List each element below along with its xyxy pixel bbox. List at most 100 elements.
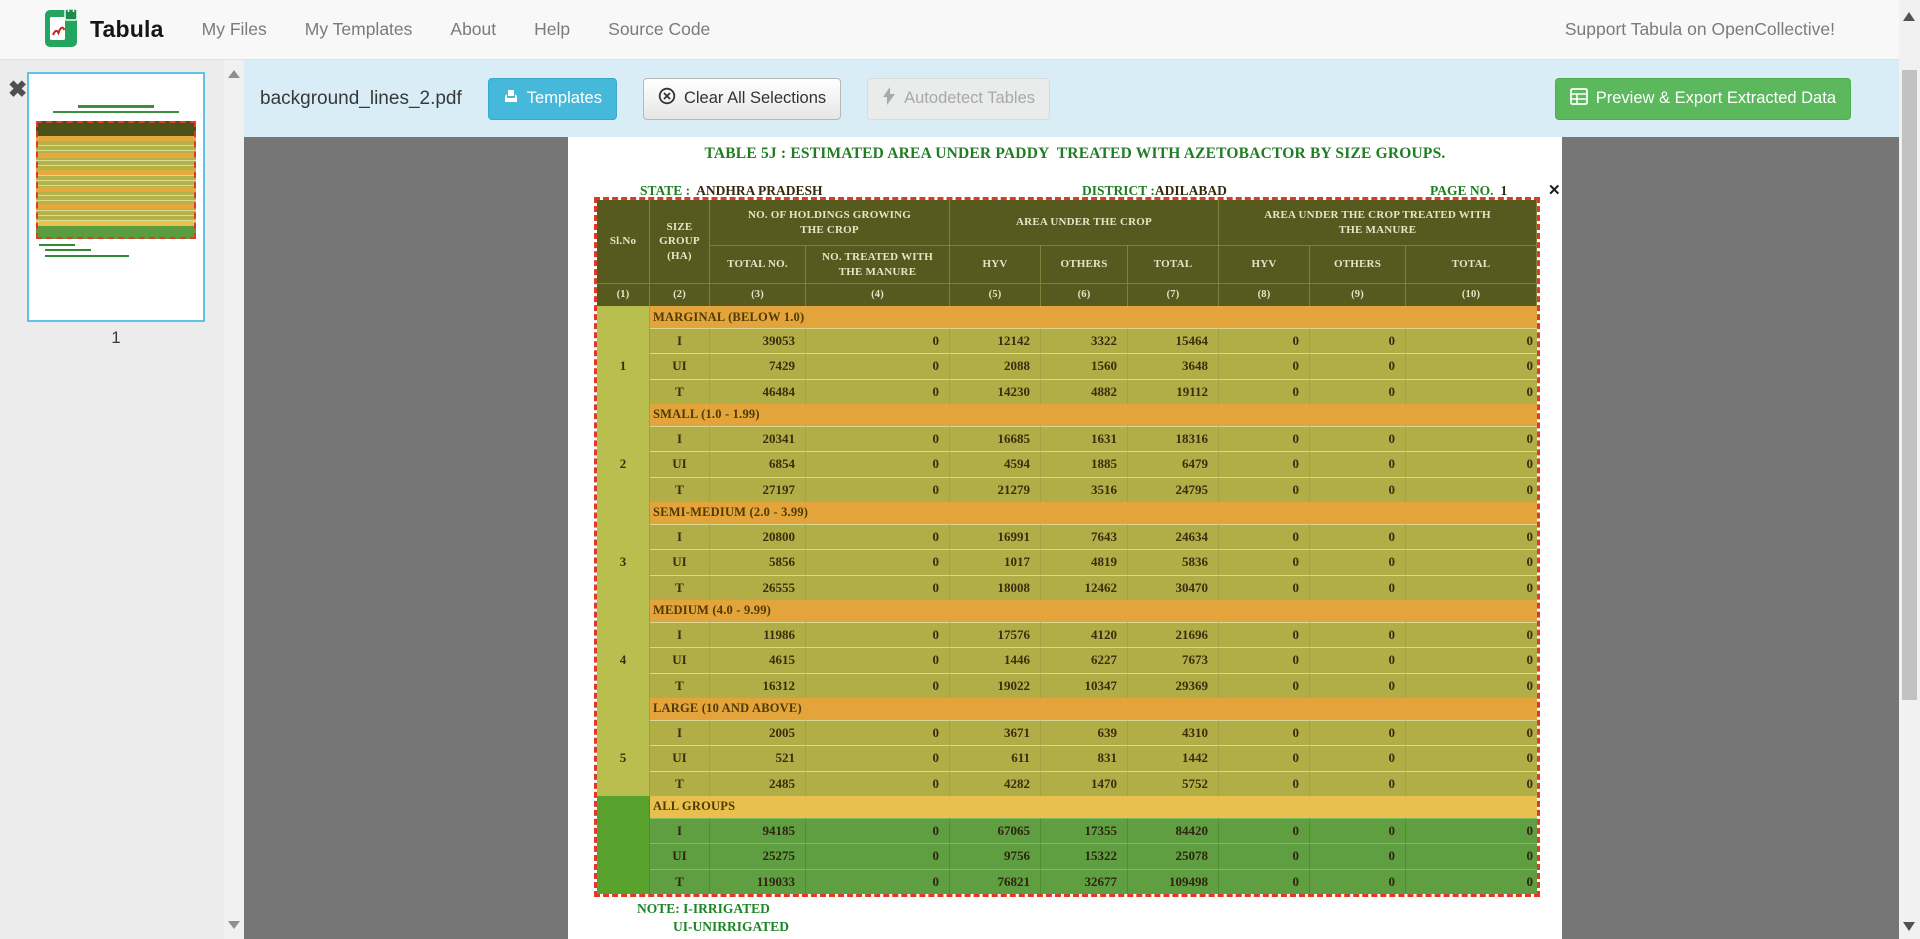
autodetect-icon	[882, 87, 896, 110]
value-cell: 2088	[950, 353, 1041, 379]
value-cell: 611	[950, 745, 1041, 771]
district-value: ADILABAD	[1154, 183, 1227, 198]
nav-item-my-files[interactable]: My Files	[201, 19, 267, 39]
value-cell: 0	[1219, 868, 1310, 894]
thumb-band	[36, 187, 196, 192]
header-subcolumn: TOTAL	[1406, 246, 1537, 284]
remove-selection-icon[interactable]: ✕	[1548, 182, 1561, 199]
nav-item-my-templates[interactable]: My Templates	[304, 19, 413, 39]
value-cell: 0	[1310, 868, 1406, 894]
value-cell: 6854	[710, 451, 806, 477]
sidebar-scroll-down-icon[interactable]	[228, 921, 240, 929]
value-cell: 6479	[1128, 451, 1219, 477]
selection-overlay[interactable]	[594, 197, 1540, 897]
value-cell: 29369	[1128, 672, 1219, 698]
window-scrollbar[interactable]	[1899, 0, 1920, 939]
toolbar: background_lines_2.pdf Templates Clear A…	[244, 60, 1899, 137]
nav-item-source-code[interactable]: Source Code	[608, 19, 711, 39]
value-cell: 17355	[1041, 817, 1128, 844]
window-scrollbar-thumb[interactable]	[1902, 70, 1917, 700]
value-cell: 0	[1219, 745, 1310, 771]
slno-column-cell	[597, 795, 650, 818]
value-cell: 1017	[950, 549, 1041, 575]
brand[interactable]: Tabula	[44, 6, 164, 53]
templates-button[interactable]: Templates	[487, 77, 617, 120]
row-label-cell: T	[650, 574, 710, 600]
header-col-number: (5)	[950, 284, 1041, 306]
header-subcolumn: OTHERS	[1310, 246, 1406, 284]
sidebar-scrollbar[interactable]	[224, 60, 244, 939]
value-cell: 639	[1041, 719, 1128, 746]
window-scroll-down-icon[interactable]	[1903, 922, 1915, 931]
export-label: Preview & Export Extracted Data	[1595, 89, 1836, 107]
thumb-subtitle-line	[53, 111, 179, 113]
value-cell: 831	[1041, 745, 1128, 771]
templates-label: Templates	[526, 89, 602, 107]
state-field: STATE : ANDHRA PRADESH	[640, 183, 823, 199]
value-cell: 0	[1310, 451, 1406, 477]
nav-item-about[interactable]: About	[450, 19, 497, 39]
value-cell: 2485	[710, 770, 806, 796]
value-cell: 0	[1219, 574, 1310, 600]
note-irrigated: NOTE: I-IRRIGATED	[637, 901, 770, 916]
preview-export-button[interactable]: Preview & Export Extracted Data	[1554, 77, 1851, 120]
serial-number-cell: 4	[597, 621, 650, 698]
nav-menu: My Files My Templates About Help Source Code	[202, 19, 749, 40]
clear-all-selections-button[interactable]: Clear All Selections	[642, 77, 842, 120]
row-label-cell: I	[650, 817, 710, 844]
serial-number-cell: 2	[597, 425, 650, 502]
row-label-cell: I	[650, 621, 710, 648]
pdf-page[interactable]: TABLE 5J : ESTIMATED AREA UNDER PADDY TR…	[568, 137, 1562, 939]
row-label-cell: UI	[650, 843, 710, 869]
value-cell: 15322	[1041, 843, 1128, 869]
table-header: Sl.No SIZE GROUP (HA) NO. OF HOLDINGS GROW…	[597, 200, 1537, 306]
value-cell: 14230	[950, 378, 1041, 404]
value-cell: 7643	[1041, 523, 1128, 550]
value-cell: 0	[1406, 425, 1537, 452]
nav-item-help[interactable]: Help	[534, 19, 571, 39]
row-label-cell: UI	[650, 353, 710, 379]
value-cell: 0	[806, 378, 950, 404]
header-col-number: (10)	[1406, 284, 1537, 306]
sidebar-scroll-up-icon[interactable]	[228, 70, 240, 78]
page-thumbnail[interactable]	[27, 72, 205, 322]
header-subcolumn: NO. TREATED WITH THE MANURE	[806, 246, 950, 284]
page-no-field: PAGE NO. 1	[1430, 183, 1507, 199]
value-cell: 76821	[950, 868, 1041, 894]
row-label-cell: I	[650, 425, 710, 452]
value-cell: 0	[1219, 817, 1310, 844]
remove-file-icon[interactable]: ✖	[8, 76, 28, 102]
note-unirrigated: UI-UNIRRIGATED	[673, 919, 790, 934]
value-cell: 0	[1310, 574, 1406, 600]
value-cell: 0	[1406, 621, 1537, 648]
window-scroll-up-icon[interactable]	[1903, 12, 1915, 21]
state-label: STATE :	[640, 183, 691, 198]
value-cell: 0	[1219, 523, 1310, 550]
support-link[interactable]: Support Tabula on OpenCollective!	[1564, 19, 1835, 39]
row-label-cell: T	[650, 770, 710, 796]
value-cell: 0	[1310, 425, 1406, 452]
value-cell: 32677	[1041, 868, 1128, 894]
value-cell: 0	[1310, 843, 1406, 869]
value-cell: 0	[1406, 719, 1537, 746]
clear-selections-icon	[658, 87, 676, 110]
value-cell: 0	[806, 328, 950, 354]
value-cell: 0	[806, 770, 950, 796]
header-col-number: (2)	[650, 284, 710, 306]
value-cell: 30470	[1128, 574, 1219, 600]
value-cell: 18316	[1128, 425, 1219, 452]
page-no-label: PAGE NO.	[1430, 183, 1494, 198]
table-render: Sl.No SIZE GROUP (HA) NO. OF HOLDINGS GROW…	[597, 200, 1537, 894]
value-cell: 0	[1406, 868, 1537, 894]
autodetect-tables-button[interactable]: Autodetect Tables	[867, 77, 1050, 120]
group-band: MARGINAL (BELOW 1.0)	[650, 306, 1537, 328]
serial-number-cell: 3	[597, 523, 650, 600]
header-col-number: (7)	[1128, 284, 1219, 306]
value-cell: 26555	[710, 574, 806, 600]
row-label-cell: T	[650, 378, 710, 404]
value-cell: 3648	[1128, 353, 1219, 379]
value-cell: 0	[1219, 425, 1310, 452]
value-cell: 0	[806, 843, 950, 869]
header-col-number: (1)	[597, 284, 650, 306]
value-cell: 0	[1310, 378, 1406, 404]
